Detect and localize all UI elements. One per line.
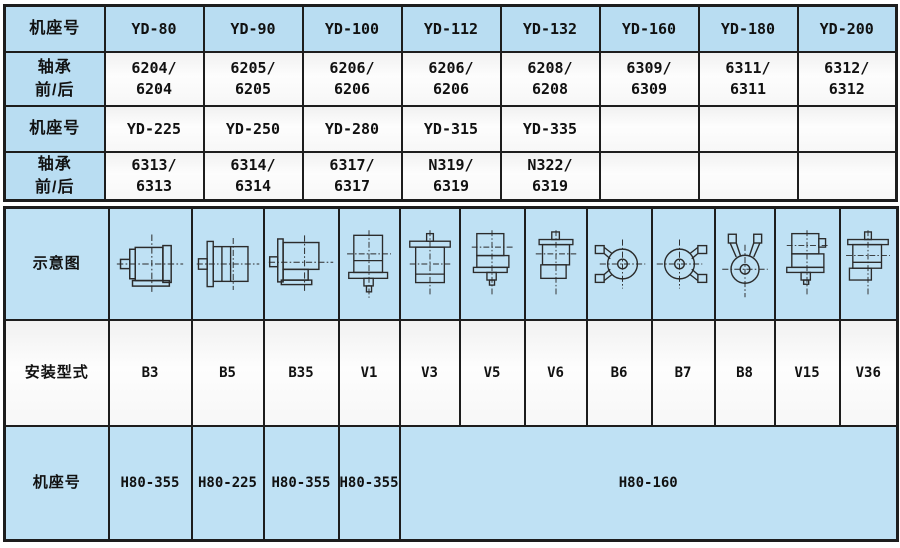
frame-range-merged-cell: H80-160 (398, 425, 899, 542)
frame-size-cell: YD-80 (103, 4, 205, 53)
bearing-value-cell: 6208/ 6208 (499, 51, 601, 107)
bearing-value-cell: N319/ 6319 (400, 151, 502, 202)
mounting-table: 示意图 安装型式 B3 B5 B35 V1 V3 V5 V6 B6 B7 B8 … (3, 206, 899, 542)
bearing-value-cell: 6309/ 6309 (598, 51, 700, 107)
bearing-table: 机座号 YD-80 YD-90 YD-100 YD-112 YD-132 YD-… (3, 4, 898, 203)
frame-size-cell: YD-132 (499, 4, 601, 53)
bearing-value-cell: 6206/ 6206 (400, 51, 502, 107)
empty-cell (598, 151, 700, 202)
mounting-type-cell: B8 (713, 319, 776, 427)
mounting-diagram-v36-icon (838, 206, 899, 321)
row-header-mounting-type: 安装型式 (3, 319, 110, 427)
mounting-type-cell: B5 (190, 319, 265, 427)
mounting-type-cell: B6 (585, 319, 653, 427)
frame-size-cell: YD-100 (301, 4, 403, 53)
bearing-row-1: 轴承 前/后 6204/ 6204 6205/ 6205 6206/ 6206 … (3, 51, 898, 107)
mounting-type-cell: V15 (773, 319, 841, 427)
mounting-diagram-v3-icon (398, 206, 461, 321)
empty-cell (697, 151, 799, 202)
mounting-diagram-v1-icon (337, 206, 401, 321)
row-header-schematic: 示意图 (3, 206, 110, 321)
frame-range-row: 机座号 H80-355 H80-225 H80-355 H80-355 H80-… (3, 425, 899, 542)
row-header-bearing: 轴承 前/后 (3, 51, 106, 107)
mounting-type-cell: B3 (107, 319, 193, 427)
schematic-row: 示意图 (3, 206, 899, 321)
mounting-type-row: 安装型式 B3 B5 B35 V1 V3 V5 V6 B6 B7 B8 V15 … (3, 319, 899, 427)
mounting-diagram-b7-icon (650, 206, 716, 321)
mounting-type-cell: V5 (458, 319, 526, 427)
empty-cell (697, 105, 799, 153)
frame-range-cell: H80-355 (262, 425, 340, 542)
frame-size-cell: YD-315 (400, 105, 502, 153)
mounting-diagram-v6-icon (523, 206, 588, 321)
mounting-type-cell: B7 (650, 319, 716, 427)
mounting-diagram-b8-icon (713, 206, 776, 321)
mounting-type-cell: B35 (262, 319, 340, 427)
frame-size-cell: YD-160 (598, 4, 700, 53)
mounting-type-cell: V3 (398, 319, 461, 427)
frame-size-cell: YD-225 (103, 105, 205, 153)
bearing-row-2: 轴承 前/后 6313/ 6313 6314/ 6314 6317/ 6317 … (3, 151, 898, 202)
frame-size-cell: YD-200 (796, 4, 898, 53)
bearing-value-cell: 6313/ 6313 (103, 151, 205, 202)
mounting-type-cell: V6 (523, 319, 588, 427)
frame-range-cell: H80-355 (107, 425, 193, 542)
frame-range-cell: H80-355 (337, 425, 401, 542)
mounting-diagram-v5-icon (458, 206, 526, 321)
mounting-diagram-v15-icon (773, 206, 841, 321)
mounting-type-cell: V1 (337, 319, 401, 427)
bearing-value-cell: N322/ 6319 (499, 151, 601, 202)
frame-range-cell: H80-225 (190, 425, 265, 542)
empty-cell (598, 105, 700, 153)
bearing-value-cell: 6206/ 6206 (301, 51, 403, 107)
bearing-value-cell: 6205/ 6205 (202, 51, 304, 107)
frame-size-cell: YD-335 (499, 105, 601, 153)
bearing-value-cell: 6312/ 6312 (796, 51, 898, 107)
frame-size-row-1: 机座号 YD-80 YD-90 YD-100 YD-112 YD-132 YD-… (3, 4, 898, 53)
row-header-bearing: 轴承 前/后 (3, 151, 106, 202)
frame-size-cell: YD-180 (697, 4, 799, 53)
frame-size-cell: YD-112 (400, 4, 502, 53)
mounting-type-cell: V36 (838, 319, 899, 427)
mounting-diagram-b3-icon (107, 206, 193, 321)
mounting-diagram-b5-icon (190, 206, 265, 321)
bearing-value-cell: 6314/ 6314 (202, 151, 304, 202)
row-header-frame-size: 机座号 (3, 105, 106, 153)
mounting-diagram-b35-icon (262, 206, 340, 321)
frame-size-row-2: 机座号 YD-225 YD-250 YD-280 YD-315 YD-335 (3, 105, 898, 153)
frame-size-cell: YD-90 (202, 4, 304, 53)
row-header-frame-size: 机座号 (3, 425, 110, 542)
empty-cell (796, 105, 898, 153)
frame-size-cell: YD-280 (301, 105, 403, 153)
frame-size-cell: YD-250 (202, 105, 304, 153)
empty-cell (796, 151, 898, 202)
bearing-value-cell: 6317/ 6317 (301, 151, 403, 202)
mounting-diagram-b6-icon (585, 206, 653, 321)
bearing-value-cell: 6311/ 6311 (697, 51, 799, 107)
bearing-value-cell: 6204/ 6204 (103, 51, 205, 107)
row-header-frame-size: 机座号 (3, 4, 106, 53)
